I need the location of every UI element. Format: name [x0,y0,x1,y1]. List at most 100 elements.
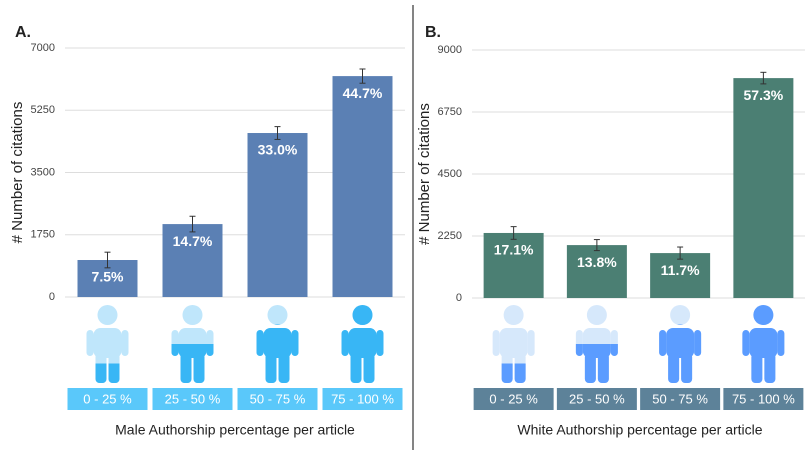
category-box [556,388,637,410]
icon-leg [597,353,609,383]
y-axis-label: # Number of citations [416,103,433,245]
x-tick-label: 25 - 50 % [569,391,625,406]
icon-fill [742,305,785,383]
icon-leg [514,363,526,383]
icon-head [586,305,607,325]
x-tick-label: 0 - 25 % [83,391,132,406]
bar [650,253,711,298]
y-tick-label: 9000 [438,44,462,56]
icon-leg [751,353,763,383]
category-box [152,388,233,410]
icon-arm [171,344,179,356]
icon-body [93,328,122,358]
icon-body [263,328,292,358]
icon-body [499,328,528,358]
icon-head [267,305,288,325]
bar-label: 44.7% [343,85,383,101]
panel-title: B. [425,24,441,41]
y-tick-label: 2250 [438,230,462,242]
y-tick-label: 1750 [31,229,55,241]
category-box [322,388,403,410]
icon-arm [742,330,750,356]
y-tick-label: 5250 [31,104,55,116]
icon-body [348,328,377,358]
bar [247,133,308,297]
icon-arm [694,330,702,356]
x-tick-label: 50 - 75 % [250,391,306,406]
icon-body [666,328,695,358]
icon-head [274,324,281,325]
icon-head [677,324,684,325]
icon-arm [610,344,618,356]
y-tick-label: 6750 [438,106,462,118]
icon-arm [376,330,384,356]
category-box [640,388,721,410]
icon-leg [278,353,290,383]
icon-fill [575,344,618,383]
icon-arm [659,330,667,356]
icon-head [352,305,373,325]
category-box [473,388,554,410]
icon-head [670,305,691,325]
icon-body [749,328,778,358]
bar-label: 33.0% [258,142,298,158]
icon-head [503,305,524,325]
icon-head [97,305,118,325]
icon-leg [584,353,596,383]
icon-arm [121,330,129,356]
icon-leg [764,353,776,383]
panel-title: A. [15,24,31,41]
y-tick-label: 3500 [31,166,55,178]
icon-fill [501,363,526,383]
bar-label: 17.1% [494,242,534,258]
icon-arm [291,330,299,356]
icon-leg [180,353,192,383]
icon-leg [501,363,513,383]
y-tick-label: 7000 [31,42,55,54]
bar [162,224,223,297]
bar-label: 13.8% [577,254,617,270]
x-tick-label: 25 - 50 % [165,391,221,406]
bar [733,78,794,299]
icon-leg [668,353,680,383]
icon-base [492,305,535,383]
bar-label: 11.7% [661,262,700,278]
icon-fill [341,305,384,383]
icon-arm [206,344,214,356]
x-tick-label: 75 - 100 % [732,391,795,406]
icon-leg [95,363,107,383]
bar [332,76,393,297]
bar [483,232,544,298]
y-tick-label: 4500 [438,168,462,180]
x-axis-label: White Authorship percentage per article [517,422,762,438]
category-box [723,388,804,410]
x-axis-label: Male Authorship percentage per article [115,422,355,438]
bar-label: 7.5% [92,269,124,285]
icon-arm [86,330,94,356]
icon-arm [777,330,785,356]
y-axis-label: # Number of citations [9,102,26,244]
icon-arm [492,330,500,356]
bar-label: 57.3% [744,87,784,103]
y-tick-label: 0 [49,291,55,303]
bar-label: 14.7% [173,233,213,249]
icon-leg [363,353,375,383]
icon-fill [256,324,299,383]
icon-head [753,305,774,325]
icon-arm [527,330,535,356]
category-box [67,388,148,410]
icon-fill [659,324,702,383]
icon-arm [575,344,583,356]
icon-leg [193,353,205,383]
icon-arm [341,330,349,356]
icon-fill [171,344,214,383]
icon-leg [108,363,120,383]
y-tick-label: 0 [456,292,462,304]
icon-leg [350,353,362,383]
icon-head [182,305,203,325]
icon-base [86,305,129,383]
icon-leg [265,353,277,383]
x-tick-label: 50 - 75 % [652,391,708,406]
icon-leg [681,353,693,383]
